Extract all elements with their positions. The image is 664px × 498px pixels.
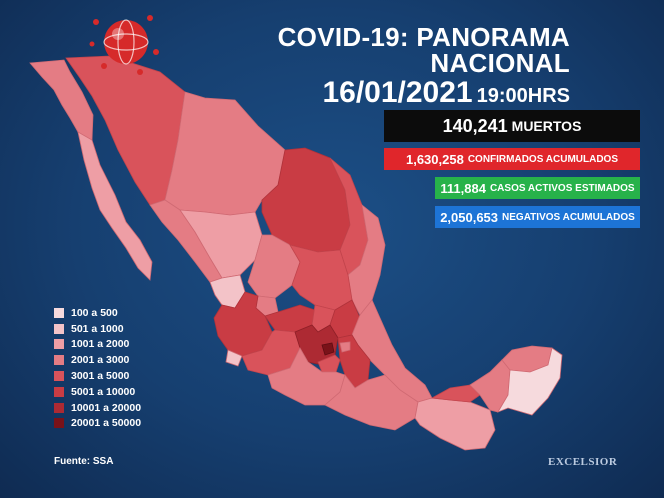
stat-deaths: 140,241 MUERTOS	[384, 110, 640, 142]
stat-active: 111,884 CASOS ACTIVOS ESTIMADOS	[435, 177, 640, 199]
legend-swatch	[54, 355, 64, 366]
legend-item: 1001 a 2000	[54, 337, 141, 353]
legend-swatch	[54, 307, 64, 318]
legend-label: 2001 a 3000	[71, 354, 130, 367]
brand-logo: EXCELSIOR	[548, 456, 618, 468]
stat-confirmed: 1,630,258 CONFIRMADOS ACUMULADOS	[384, 148, 640, 170]
legend-swatch	[54, 339, 64, 350]
stat-confirmed-label: CONFIRMADOS ACUMULADOS	[467, 153, 619, 165]
stat-negative-value: 2,050,653	[440, 209, 499, 225]
region-morelos	[317, 354, 341, 373]
region-quintana-roo	[497, 347, 563, 416]
legend-item: 501 a 1000	[54, 321, 141, 337]
legend-item: 5001 a 10000	[54, 384, 141, 400]
map-legend: 100 a 500 501 a 1000 1001 a 2000 2001 a 300…	[54, 305, 141, 431]
header-datetime: 16/01/2021 19:00HRS	[160, 78, 570, 108]
legend-swatch	[54, 386, 64, 397]
header: COVID-19: PANORAMA NACIONAL 16/01/2021 19…	[160, 24, 570, 108]
legend-item: 100 a 500	[54, 305, 141, 321]
stat-confirmed-value: 1,630,258	[405, 151, 464, 167]
stat-deaths-label: MUERTOS	[511, 118, 582, 134]
region-baja-california-sur	[77, 131, 153, 281]
legend-label: 20001 a 50000	[71, 417, 142, 430]
region-tlaxcala	[339, 341, 351, 353]
source-note: Fuente: SSA	[54, 456, 114, 467]
legend-item: 3001 a 5000	[54, 368, 141, 384]
legend-swatch	[54, 402, 64, 413]
legend-item: 2001 a 3000	[54, 352, 141, 368]
legend-label: 5001 a 10000	[71, 385, 136, 398]
header-date: 16/01/2021	[322, 76, 473, 109]
stat-negative: 2,050,653 NEGATIVOS ACUMULADOS	[435, 206, 640, 228]
region-chiapas	[414, 397, 496, 451]
globe-icon	[89, 15, 159, 75]
legend-item: 10001 a 20000	[54, 400, 141, 416]
legend-swatch	[54, 418, 64, 429]
legend-swatch	[54, 371, 64, 382]
region-colima	[225, 349, 243, 367]
page-title: COVID-19: PANORAMA NACIONAL	[277, 22, 570, 78]
stat-active-label: CASOS ACTIVOS ESTIMADOS	[489, 182, 635, 194]
region-estado-de-mexico	[294, 324, 339, 366]
legend-label: 100 a 500	[71, 306, 118, 319]
stat-deaths-value: 140,241	[442, 115, 508, 136]
legend-swatch	[54, 323, 64, 334]
stat-active-value: 111,884	[440, 180, 486, 196]
legend-label: 10001 a 20000	[71, 401, 142, 414]
region-cdmx	[321, 342, 335, 356]
header-time: 19:00HRS	[476, 85, 570, 107]
legend-label: 501 a 1000	[71, 322, 124, 335]
legend-label: 1001 a 2000	[71, 338, 130, 351]
stat-negative-label: NEGATIVOS ACUMULADOS	[502, 211, 635, 223]
legend-label: 3001 a 5000	[71, 370, 130, 383]
legend-item: 20001 a 50000	[54, 416, 141, 432]
